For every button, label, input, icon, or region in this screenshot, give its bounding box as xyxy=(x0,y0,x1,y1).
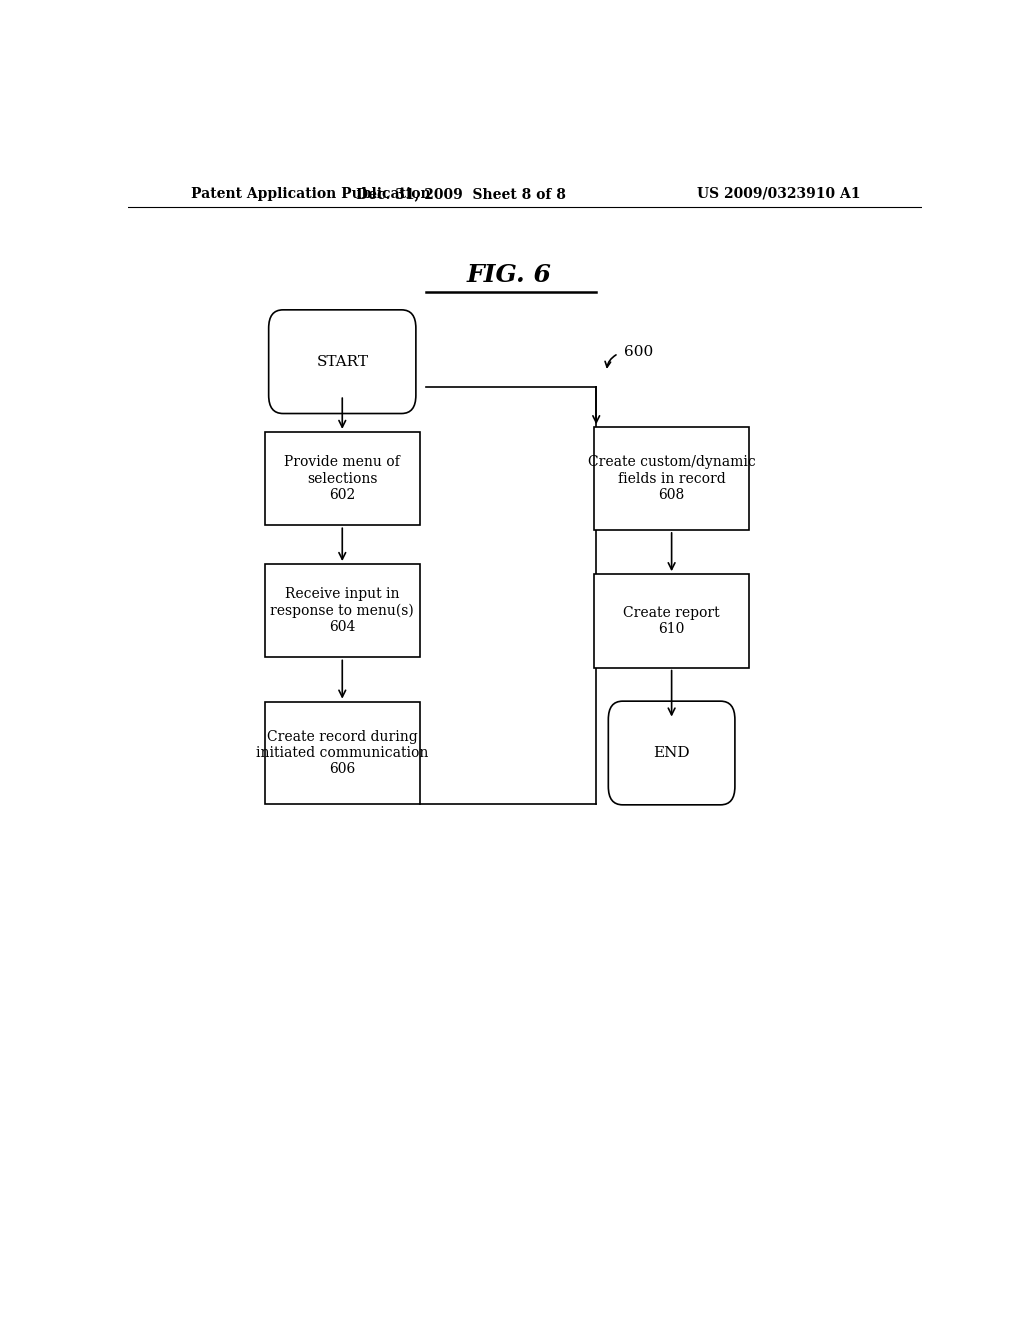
Text: Create custom/dynamic
fields in record
608: Create custom/dynamic fields in record 6… xyxy=(588,455,756,502)
FancyBboxPatch shape xyxy=(594,574,749,668)
Text: Patent Application Publication: Patent Application Publication xyxy=(191,187,431,201)
FancyBboxPatch shape xyxy=(265,432,420,525)
Text: FIG. 6: FIG. 6 xyxy=(467,263,551,288)
Text: 600: 600 xyxy=(624,345,653,359)
Text: Receive input in
response to menu(s)
604: Receive input in response to menu(s) 604 xyxy=(270,587,414,634)
FancyBboxPatch shape xyxy=(594,428,749,531)
Text: START: START xyxy=(316,355,369,368)
FancyBboxPatch shape xyxy=(265,564,420,657)
FancyBboxPatch shape xyxy=(265,701,420,804)
FancyBboxPatch shape xyxy=(268,310,416,413)
Text: US 2009/0323910 A1: US 2009/0323910 A1 xyxy=(697,187,860,201)
Text: Provide menu of
selections
602: Provide menu of selections 602 xyxy=(285,455,400,502)
Text: Create report
610: Create report 610 xyxy=(624,606,720,636)
Text: Create record during
initiated communication
606: Create record during initiated communica… xyxy=(256,730,428,776)
FancyBboxPatch shape xyxy=(608,701,735,805)
Text: Dec. 31, 2009  Sheet 8 of 8: Dec. 31, 2009 Sheet 8 of 8 xyxy=(356,187,566,201)
Text: END: END xyxy=(653,746,690,760)
